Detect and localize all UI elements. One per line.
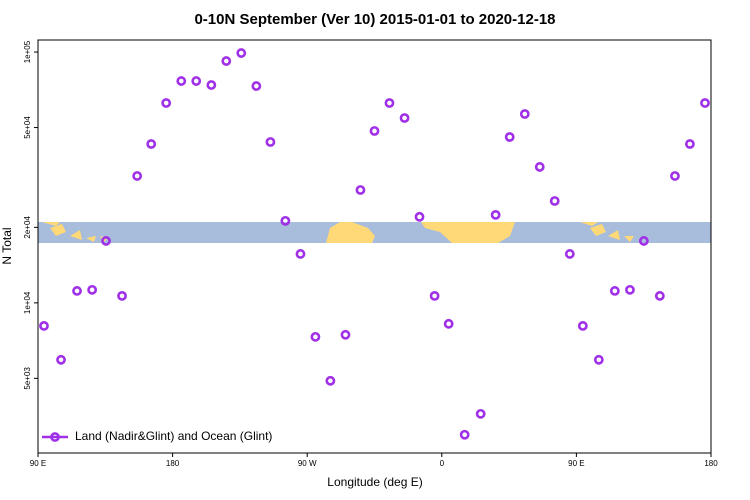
point [355,185,366,195]
point [221,56,232,66]
point [161,98,172,108]
point [280,215,291,226]
point [251,81,262,91]
chart-title: 0-10N September (Ver 10) 2015-01-01 to 2… [194,11,555,28]
x-axis-label: Longitude (deg E) [327,475,422,489]
point [56,354,66,365]
point [369,126,380,136]
x-tick-label: 180 [166,459,180,468]
x-tick-label: 90 W [298,459,317,468]
y-tick-label: 1e+04 [23,291,32,314]
x-tick-label: 180 [704,459,718,468]
point [340,329,351,340]
point [609,286,620,296]
point [191,76,202,86]
x-tick-label: 90 E [30,459,46,468]
point [459,429,470,440]
point [564,249,575,259]
point [87,284,98,295]
point [577,320,588,331]
legend-marker [50,432,60,442]
y-tick-label: 5e+04 [23,116,32,139]
point [670,171,680,181]
point [310,331,321,342]
point [206,80,217,90]
point [39,320,49,331]
point [384,98,395,108]
point [414,211,425,222]
y-tick-label: 5e+03 [23,367,32,390]
x-tick-label: 0 [440,459,445,468]
x-tick-label: 90 E [568,459,584,468]
point [638,236,649,246]
legend-label: Land (Nadir&Glint) and Ocean (Glint) [75,429,272,443]
point [72,286,82,296]
point [399,113,410,123]
point [295,249,306,259]
point [593,354,604,365]
point [534,162,545,172]
point [490,209,501,220]
map-band [38,222,711,243]
point [700,98,710,108]
y-tick-label: 1e+05 [23,40,32,63]
point [325,375,336,386]
point [101,236,111,246]
point [443,318,454,329]
point [504,132,515,142]
point [475,408,486,419]
point [685,139,695,149]
point [265,137,276,147]
point [117,291,127,301]
point [519,109,530,119]
point [549,196,560,206]
plot-frame [37,39,712,454]
point [625,284,635,295]
point [236,48,247,58]
point [654,291,665,301]
y-axis-label: N Total [0,227,14,264]
y-tick-label: 2e+04 [23,216,32,239]
point [146,139,157,149]
point [132,171,143,181]
point [429,291,440,301]
point [176,76,187,86]
